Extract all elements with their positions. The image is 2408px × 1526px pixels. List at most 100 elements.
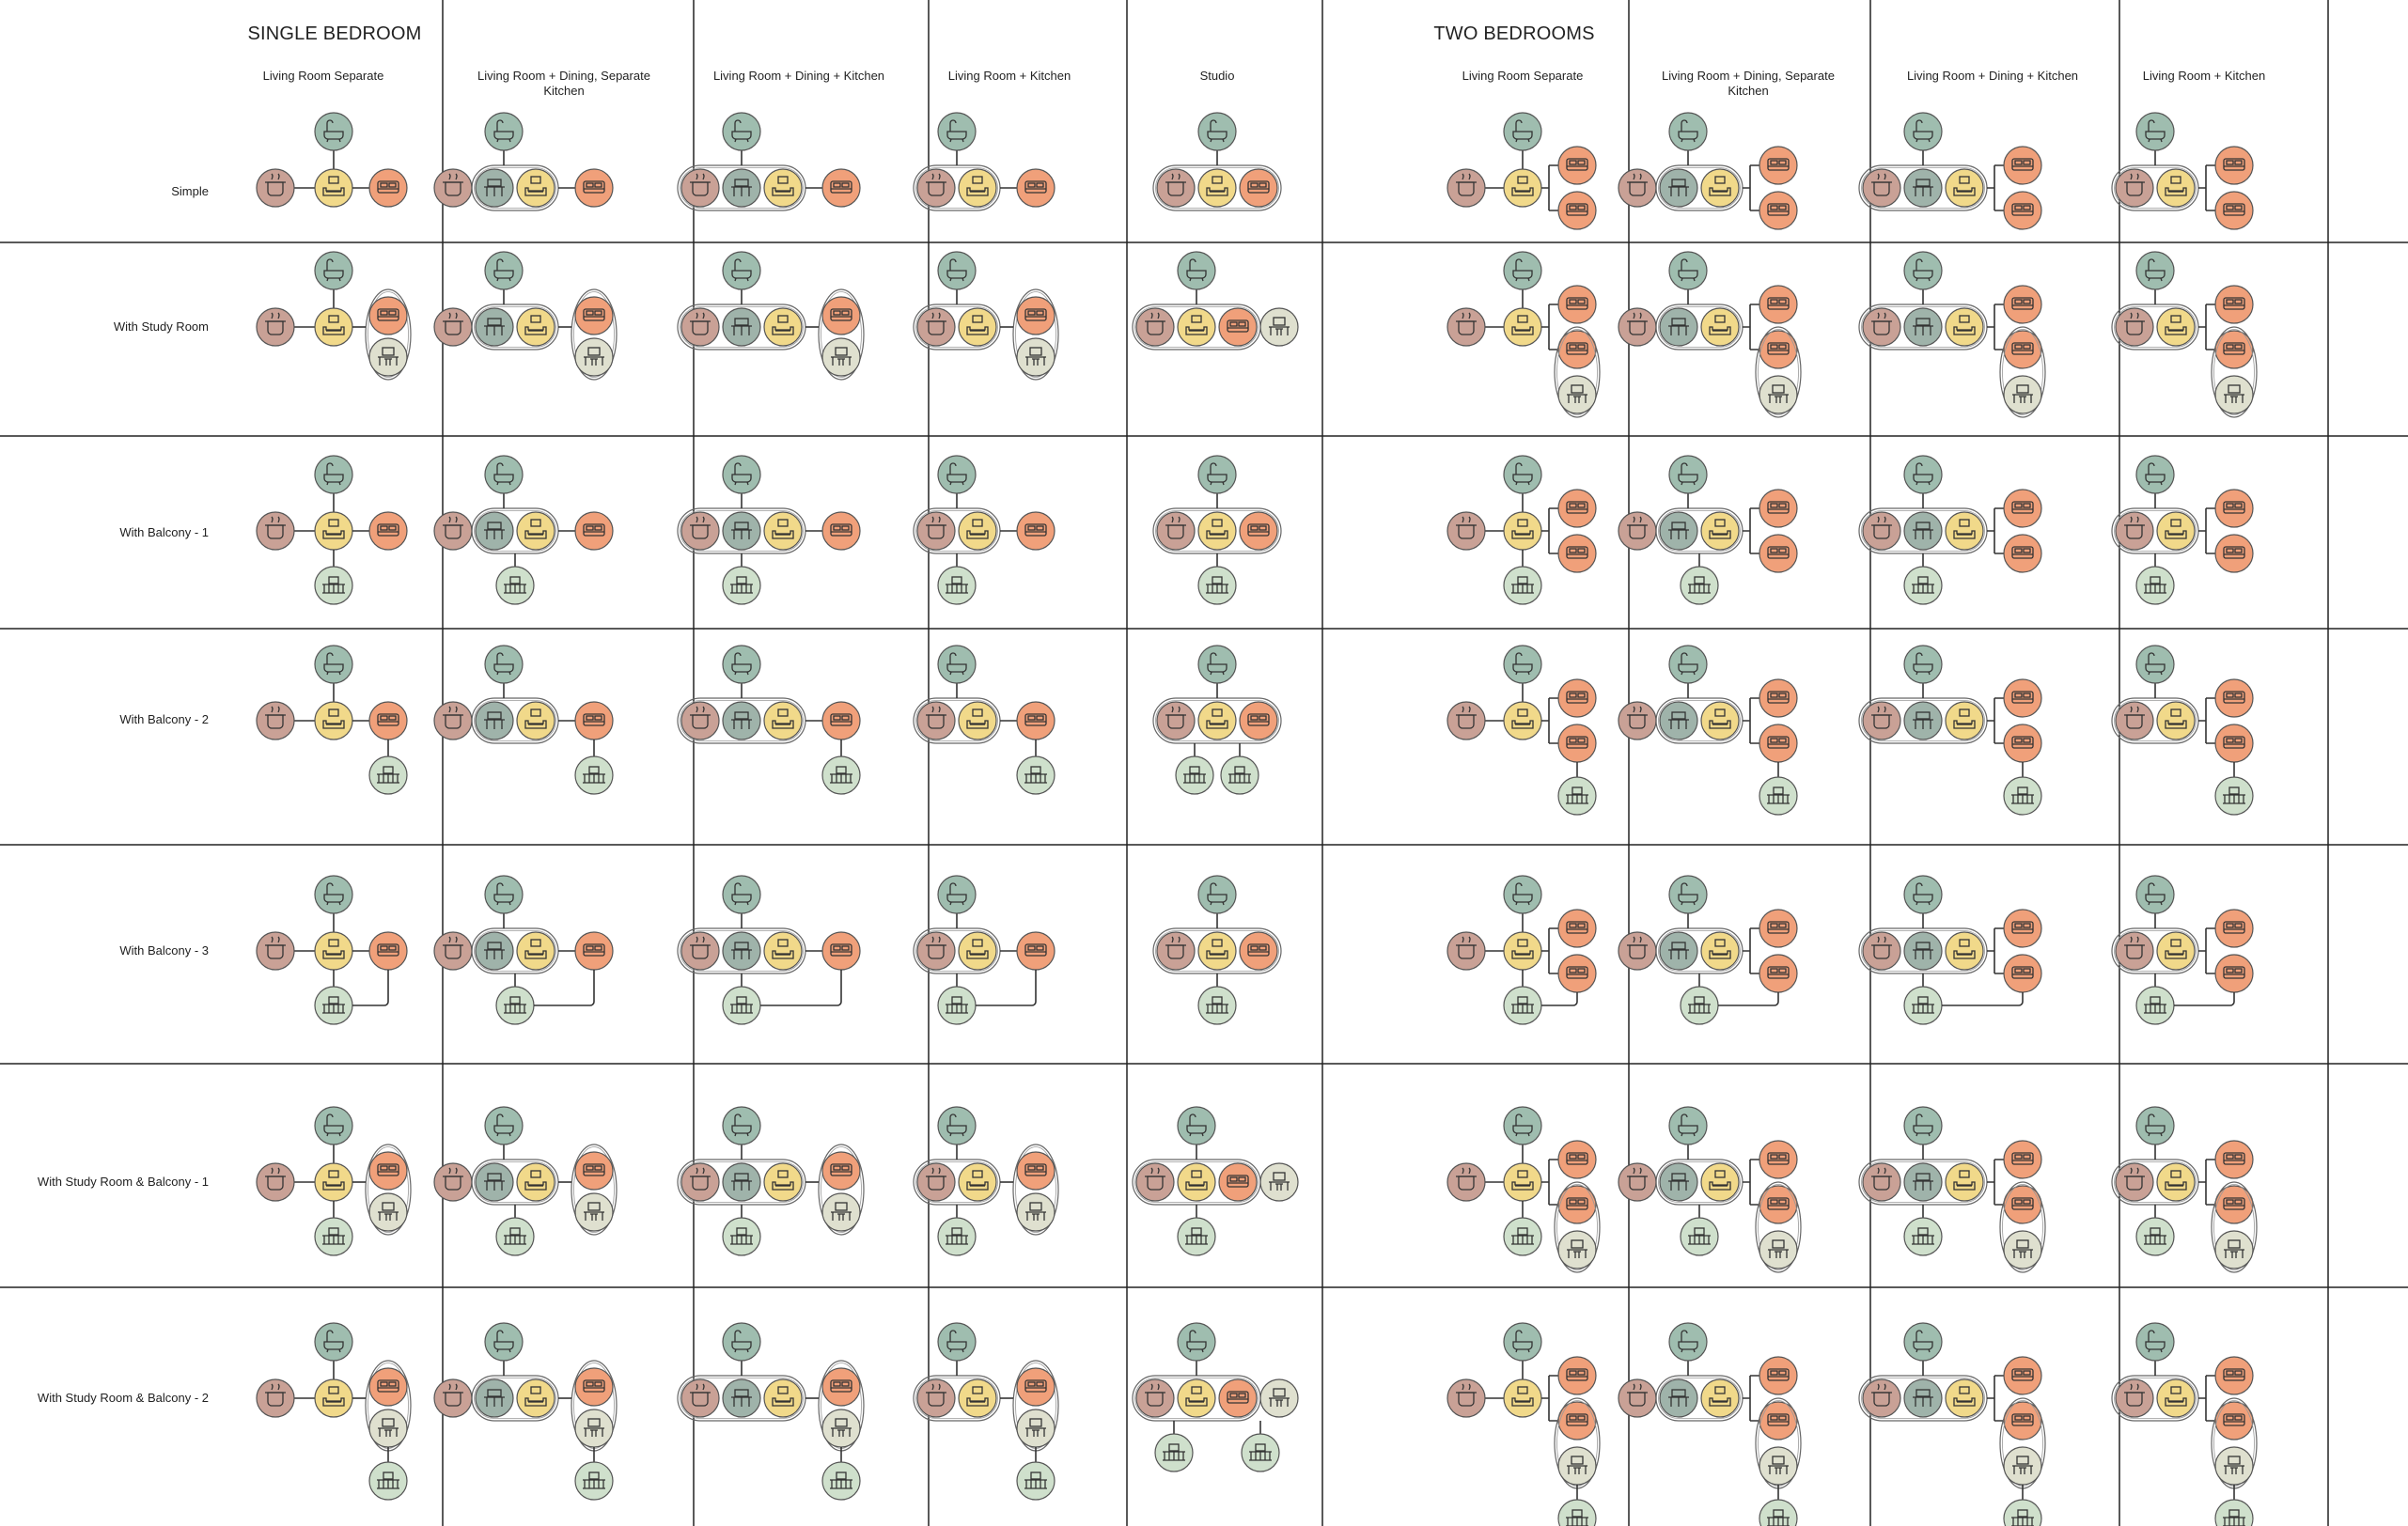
kitchen-room-bubble <box>256 701 295 740</box>
column-header: Living Room + Dining, Separate Kitchen <box>477 69 650 99</box>
bed-icon <box>377 1163 399 1176</box>
bubble-diagram-cell <box>256 1106 412 1256</box>
bubble-diagram-cell <box>1858 875 2042 1025</box>
sofa-tv-icon <box>1709 176 1731 196</box>
bubble-diagram-cell <box>1858 1106 2046 1273</box>
kitchen-icon <box>1627 173 1648 196</box>
bedroom-room-bubble <box>1218 1378 1258 1418</box>
dining-table-icon <box>1668 711 1689 729</box>
row-header: With Study Room <box>113 319 209 334</box>
bathtub-icon <box>2145 1330 2166 1353</box>
bathtub-icon <box>2145 119 2166 143</box>
bedroom-room-bubble <box>1218 1162 1258 1202</box>
kitchen-room-bubble <box>2115 1162 2154 1202</box>
living-room-bubble <box>763 1162 803 1202</box>
bedroom-room-bubble <box>2003 909 2042 948</box>
bedroom-bracket <box>1541 507 1558 554</box>
sofa-tv-icon <box>966 708 989 729</box>
bedroom-bracket <box>2198 507 2215 554</box>
bubble-diagram-cell <box>1618 455 1798 605</box>
bubble-diagram-cell <box>1858 645 2042 816</box>
bedroom-bracket <box>1743 697 1759 744</box>
balcony-railing-icon <box>1249 1443 1272 1461</box>
bathtub-icon <box>493 652 514 676</box>
desk-icon <box>378 347 399 366</box>
living-room-bubble <box>1503 931 1542 971</box>
balcony-railing-icon <box>830 766 852 784</box>
sofa-tv-icon <box>772 519 794 539</box>
bathtub-icon <box>493 462 514 486</box>
bubble-diagram-cell <box>2111 455 2254 605</box>
kitchen-icon <box>2124 1167 2145 1191</box>
bedroom-room-bubble <box>574 701 614 740</box>
bubble-diagram-cell <box>1618 1322 1802 1526</box>
bed-icon <box>830 308 852 321</box>
living-room-bubble <box>1503 1162 1542 1202</box>
bathtub-icon <box>1913 258 1933 282</box>
sofa-tv-icon <box>1185 1170 1208 1191</box>
bed-icon <box>1767 1152 1790 1165</box>
balcony-railing-icon <box>1912 576 1934 594</box>
bubble-diagram-cell <box>1446 251 1601 418</box>
bedroom-room-bubble <box>1239 931 1278 971</box>
kitchen-icon <box>443 516 463 539</box>
living-room-bubble <box>1177 1162 1216 1202</box>
bed-icon <box>377 180 399 194</box>
living-room-bubble <box>516 1378 555 1418</box>
kitchen-room-bubble <box>1446 1378 1486 1418</box>
adjacency-line <box>1541 992 1578 1006</box>
bedroom-room-bubble <box>2003 330 2042 369</box>
sofa-tv-icon <box>966 1170 989 1191</box>
kitchen-icon <box>1627 706 1648 729</box>
bathtub-icon <box>731 1330 752 1353</box>
bed-icon <box>1767 158 1790 171</box>
kitchen-room-bubble <box>256 307 295 347</box>
bubble-diagram-cell <box>1446 1106 1601 1273</box>
kitchen-icon <box>690 173 711 196</box>
kitchen-room-bubble <box>1618 1378 1657 1418</box>
bathtub-icon <box>1678 258 1698 282</box>
combined-space-outline <box>1755 1181 1802 1273</box>
desk-icon <box>1567 384 1587 403</box>
bathtub-icon <box>1678 1113 1698 1137</box>
bathtub-icon <box>1913 119 1933 143</box>
bed-icon <box>1767 1413 1790 1426</box>
living-room-bubble <box>1197 701 1237 740</box>
desk-icon <box>831 347 852 366</box>
kitchen-room-bubble <box>1618 931 1657 971</box>
kitchen-room-bubble <box>916 307 956 347</box>
balcony-railing-icon <box>1185 1227 1208 1245</box>
combined-space-outline <box>365 1144 412 1236</box>
bed-icon <box>2011 1197 2034 1210</box>
kitchen-room-bubble <box>916 701 956 740</box>
combined-space-outline <box>1554 326 1601 418</box>
bed-icon <box>1566 966 1588 979</box>
living-room-bubble <box>516 307 555 347</box>
kitchen-icon <box>1871 173 1892 196</box>
bed-icon <box>1767 297 1790 310</box>
kitchen-room-bubble <box>1618 701 1657 740</box>
bedroom-room-bubble <box>2214 489 2254 528</box>
kitchen-room-bubble <box>256 1378 295 1418</box>
bubble-diagram-cell <box>433 1106 618 1256</box>
bathtub-icon <box>946 1113 967 1137</box>
kitchen-icon <box>265 936 286 959</box>
bedroom-room-bubble <box>2214 909 2254 948</box>
bedroom-room-bubble <box>2214 146 2254 185</box>
sofa-tv-icon <box>2165 176 2187 196</box>
row-header: With Study Room & Balcony - 2 <box>37 1391 209 1405</box>
column-header: Living Room Separate <box>1462 69 1584 83</box>
bathtub-icon <box>323 882 344 906</box>
sofa-tv-icon <box>2165 1170 2187 1191</box>
bedroom-room-bubble <box>1016 701 1055 740</box>
sofa-tv-icon <box>2165 708 2187 729</box>
sofa-tv-icon <box>524 1170 547 1191</box>
bedroom-room-bubble <box>1557 146 1597 185</box>
bed-icon <box>2011 501 2034 514</box>
sofa-tv-icon <box>966 939 989 959</box>
kitchen-icon <box>690 1167 711 1191</box>
bedroom-room-bubble <box>2214 1356 2254 1395</box>
combined-space-outline <box>365 288 412 381</box>
living-room-bubble <box>763 931 803 971</box>
balcony-railing-icon <box>1688 576 1711 594</box>
